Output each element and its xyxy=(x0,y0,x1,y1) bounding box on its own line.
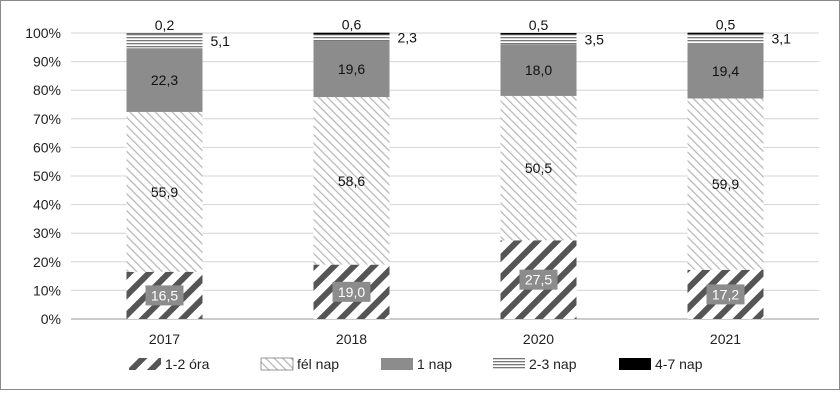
y-tick-label: 40% xyxy=(33,197,61,213)
legend-label: 2-3 nap xyxy=(529,356,577,372)
data-label: 0,2 xyxy=(155,17,175,33)
legend-label: fél nap xyxy=(297,356,339,372)
bar-segment xyxy=(500,33,577,35)
data-label: 3,1 xyxy=(772,31,792,47)
legend: 1-2 óra fél nap 1 nap 2-3 nap 4-7 nap xyxy=(129,356,703,372)
data-label: 0,5 xyxy=(716,17,736,33)
data-label: 2,3 xyxy=(398,30,418,46)
y-tick-label: 0% xyxy=(41,311,61,327)
data-label-box xyxy=(519,269,558,290)
legend-swatch xyxy=(619,358,651,370)
bar-segment xyxy=(126,33,203,34)
data-label: 16,5 xyxy=(151,287,178,303)
legend-swatch xyxy=(129,358,161,370)
bar-segment xyxy=(500,95,577,241)
data-label: 59,9 xyxy=(712,176,739,192)
y-tick-label: 30% xyxy=(33,225,61,241)
x-tick-label: 2017 xyxy=(149,331,180,347)
bar-segment xyxy=(313,34,390,42)
x-tick-label: 2018 xyxy=(336,331,367,347)
legend-label: 4-7 nap xyxy=(655,356,703,372)
data-label: 19,0 xyxy=(338,284,365,300)
bar-segment xyxy=(687,34,764,44)
bar-segment xyxy=(687,98,764,270)
data-label: 0,6 xyxy=(342,17,362,33)
legend-swatch xyxy=(260,357,294,371)
data-label: 19,4 xyxy=(712,63,739,79)
bar-segment xyxy=(500,34,577,45)
y-tick-label: 90% xyxy=(33,54,61,70)
data-label: 19,6 xyxy=(338,61,365,77)
y-tick-label: 10% xyxy=(33,282,61,298)
data-label: 0,5 xyxy=(529,17,549,33)
data-label: 50,5 xyxy=(525,160,552,176)
bar-segment xyxy=(687,43,764,99)
y-axis: 0% 10% 20% 30% 40% 50% 60% 70% 80% 90% 100% xyxy=(25,25,61,327)
legend-swatch xyxy=(493,358,525,370)
bar-segment xyxy=(313,41,390,98)
bar-segment xyxy=(126,111,203,272)
legend-swatch xyxy=(381,358,413,370)
y-tick-label: 70% xyxy=(33,111,61,127)
bar-segment xyxy=(126,48,203,112)
bar-segment xyxy=(313,97,390,265)
bar-segment xyxy=(313,32,390,35)
y-tick-label: 60% xyxy=(33,139,61,155)
data-label: 5,1 xyxy=(211,33,231,49)
bar-segment xyxy=(126,33,203,49)
x-axis: 2017 2018 2020 2021 xyxy=(149,331,741,347)
x-tick-label: 2020 xyxy=(523,331,554,347)
data-label: 17,2 xyxy=(712,286,739,302)
data-label: 22,3 xyxy=(151,72,178,88)
data-label-box xyxy=(706,284,745,305)
legend-label: 1 nap xyxy=(417,356,452,372)
y-tick-label: 80% xyxy=(33,82,61,98)
data-label-box xyxy=(145,285,184,306)
data-label: 55,9 xyxy=(151,184,178,200)
y-tick-label: 20% xyxy=(33,254,61,270)
data-labels: 16,5 55,9 22,3 5,1 0,2 19,0 58,6 19,6 2,3 0,6 27,5… xyxy=(145,17,792,306)
data-label: 58,6 xyxy=(338,173,365,189)
y-tick-label: 50% xyxy=(33,168,61,184)
data-label: 3,5 xyxy=(585,31,605,47)
y-tick-label: 100% xyxy=(25,25,61,41)
data-label: 27,5 xyxy=(525,272,552,288)
x-tick-label: 2021 xyxy=(710,331,741,347)
bar-segment xyxy=(687,32,764,35)
data-label-box xyxy=(332,281,371,302)
data-label: 18,0 xyxy=(525,62,552,78)
legend-label: 1-2 óra xyxy=(165,356,210,372)
bar-segment xyxy=(500,44,577,96)
